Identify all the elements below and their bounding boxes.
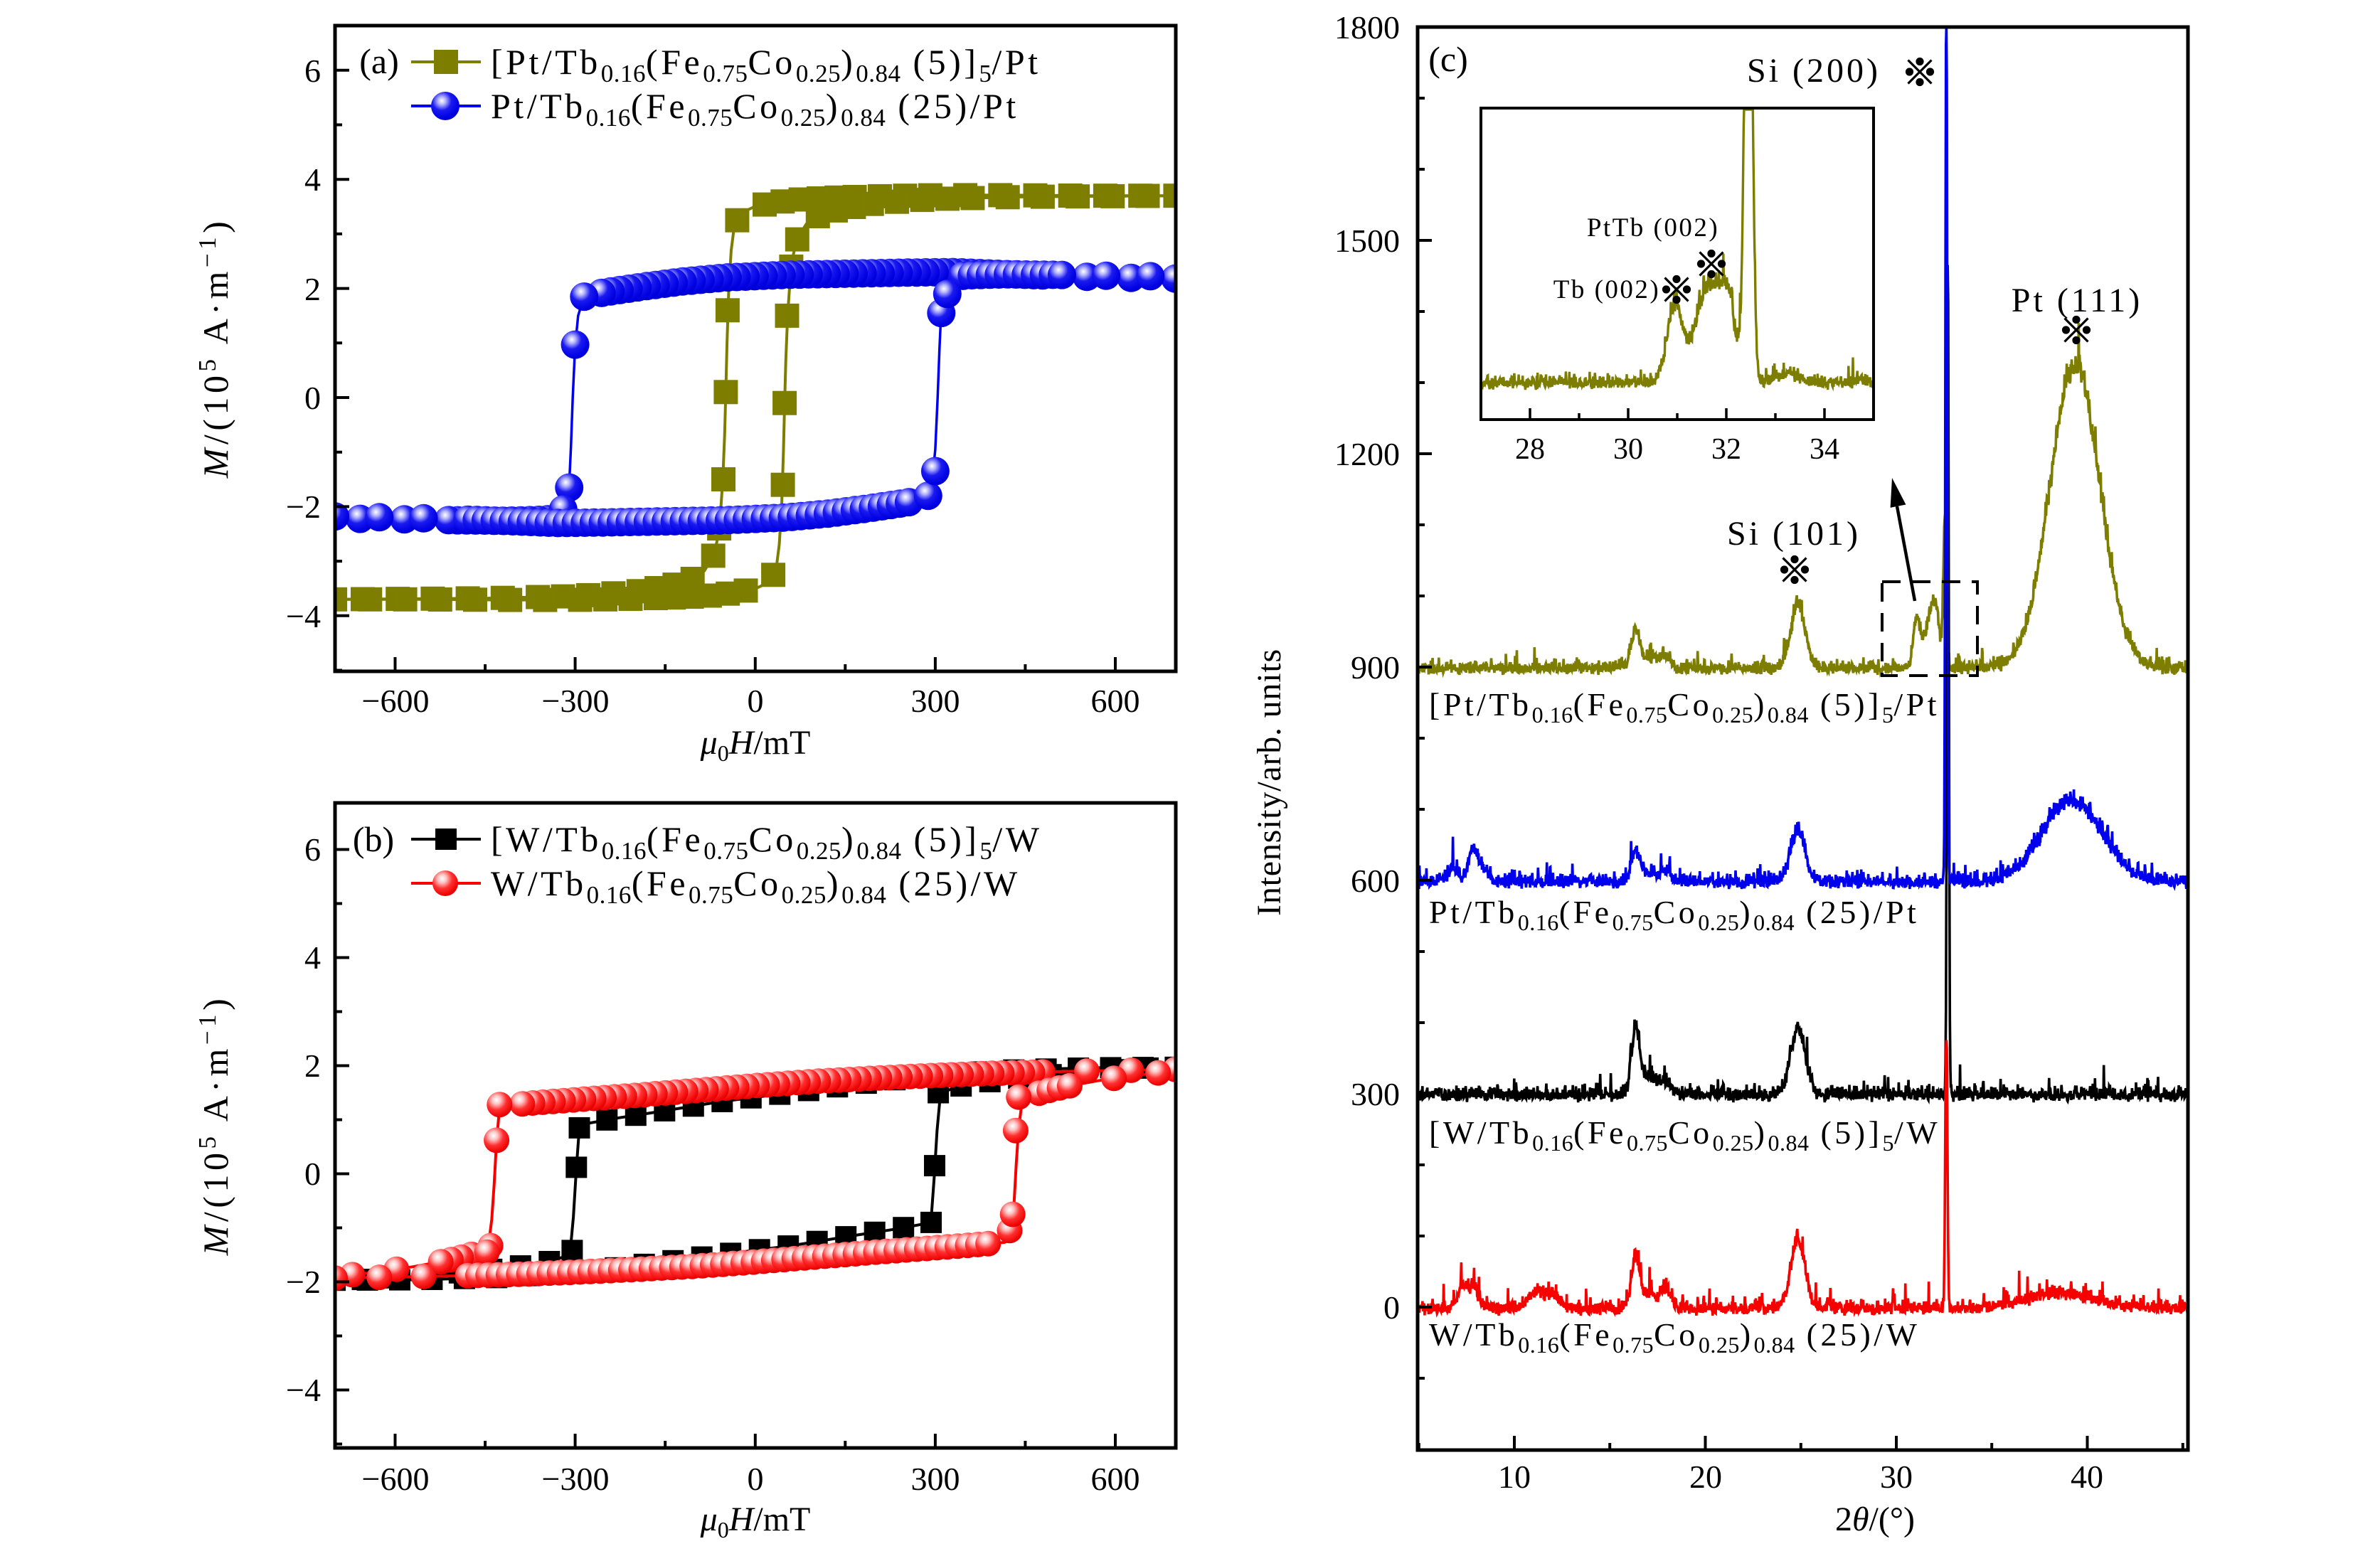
svg-text:300: 300	[911, 1461, 960, 1497]
svg-text:300: 300	[911, 683, 960, 719]
svg-text:32: 32	[1711, 433, 1741, 466]
svg-text:(a): (a)	[359, 41, 399, 81]
svg-text:1200: 1200	[1334, 436, 1400, 472]
svg-text:Pt/Tb0.16(Fe0.75Co0.25)0.84 (2: Pt/Tb0.16(Fe0.75Co0.25)0.84 (25)/Pt	[491, 86, 1019, 132]
svg-text:(c): (c)	[1428, 39, 1468, 79]
svg-text:−600: −600	[362, 683, 430, 719]
svg-text:6: 6	[304, 53, 321, 89]
svg-text:300: 300	[1351, 1076, 1400, 1112]
svg-text:Si (200): Si (200)	[1747, 52, 1881, 90]
svg-text:20: 20	[1689, 1459, 1722, 1495]
svg-text:4: 4	[304, 161, 321, 198]
svg-text:−4: −4	[286, 598, 321, 634]
svg-text:−4: −4	[286, 1372, 321, 1408]
svg-text:1500: 1500	[1334, 223, 1400, 259]
svg-text:PtTb (002): PtTb (002)	[1587, 213, 1719, 243]
svg-text:W/Tb0.16(Fe0.75Co0.25)0.84 (25: W/Tb0.16(Fe0.75Co0.25)0.84 (25)/W	[1429, 1316, 1920, 1358]
svg-text:30: 30	[1880, 1459, 1913, 1495]
svg-text:2: 2	[304, 271, 321, 307]
svg-text:[W/Tb0.16(Fe0.75Co0.25)0.84 (5: [W/Tb0.16(Fe0.75Co0.25)0.84 (5)]5/W	[1429, 1114, 1940, 1156]
svg-text:(b): (b)	[353, 819, 394, 859]
svg-text:−300: −300	[542, 683, 610, 719]
svg-text:600: 600	[1091, 683, 1140, 719]
svg-text:W/Tb0.16(Fe0.75Co0.25)0.84 (25: W/Tb0.16(Fe0.75Co0.25)0.84 (25)/W	[491, 863, 1021, 909]
svg-text:−600: −600	[362, 1461, 430, 1497]
svg-text:μ0H/mT: μ0H/mT	[700, 1501, 811, 1543]
svg-text:Si (101): Si (101)	[1727, 515, 1861, 553]
svg-text:0: 0	[1383, 1289, 1400, 1326]
svg-text:[Pt/Tb0.16(Fe0.75Co0.25)0.84 (: [Pt/Tb0.16(Fe0.75Co0.25)0.84 (5)]5/Pt	[1429, 686, 1940, 728]
svg-text:34: 34	[1810, 433, 1839, 466]
svg-text:Pt (111): Pt (111)	[2012, 282, 2142, 319]
svg-text:M/(105 A·m−1): M/(105 A·m−1)	[193, 995, 235, 1257]
svg-text:Pt/Tb0.16(Fe0.75Co0.25)0.84 (2: Pt/Tb0.16(Fe0.75Co0.25)0.84 (25)/Pt	[1429, 894, 1919, 935]
svg-text:600: 600	[1351, 863, 1400, 899]
svg-text:M/(105 A·m−1): M/(105 A·m−1)	[193, 218, 235, 479]
svg-text:2θ/(°): 2θ/(°)	[1835, 1501, 1915, 1538]
svg-text:0: 0	[748, 683, 764, 719]
svg-text:1800: 1800	[1334, 9, 1400, 46]
svg-text:40: 40	[2071, 1459, 2103, 1495]
svg-text:2: 2	[304, 1048, 321, 1084]
svg-text:−2: −2	[286, 489, 321, 525]
svg-text:0: 0	[748, 1461, 764, 1497]
svg-text:600: 600	[1091, 1461, 1140, 1497]
svg-text:[Pt/Tb0.16(Fe0.75Co0.25)0.84 (: [Pt/Tb0.16(Fe0.75Co0.25)0.84 (5)]5/Pt	[491, 42, 1041, 87]
svg-text:10: 10	[1498, 1459, 1531, 1495]
svg-text:μ0H/mT: μ0H/mT	[700, 724, 811, 766]
svg-text:−300: −300	[542, 1461, 610, 1497]
svg-text:−2: −2	[286, 1264, 321, 1300]
svg-text:[W/Tb0.16(Fe0.75Co0.25)0.84 (5: [W/Tb0.16(Fe0.75Co0.25)0.84 (5)]5/W	[491, 819, 1043, 865]
svg-text:6: 6	[304, 831, 321, 868]
svg-text:30: 30	[1613, 433, 1643, 466]
svg-text:Tb (002): Tb (002)	[1553, 275, 1661, 304]
svg-text:Intensity/arb. units: Intensity/arb. units	[1250, 649, 1288, 916]
svg-text:0: 0	[304, 1156, 321, 1192]
svg-text:28: 28	[1515, 433, 1545, 466]
svg-text:4: 4	[304, 939, 321, 976]
svg-text:900: 900	[1351, 649, 1400, 686]
svg-text:0: 0	[304, 380, 321, 416]
